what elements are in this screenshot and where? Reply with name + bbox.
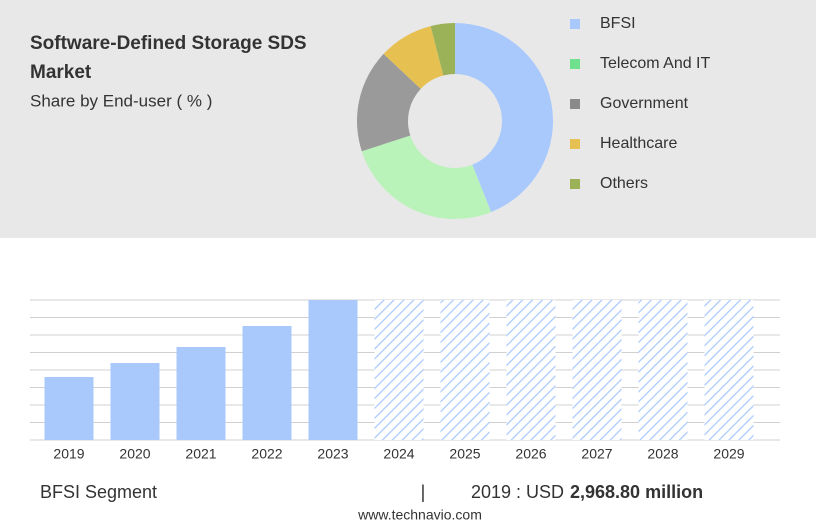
source: www.technavio.com [357,507,482,523]
x-tick-label: 2022 [251,446,282,462]
highlight-prefix: 2019 : USD [471,482,564,502]
pie-slice [383,26,444,89]
forecast-bar [506,300,556,440]
x-tick-label: 2026 [515,446,546,462]
legend-marker [570,139,580,149]
forecast-bar [440,300,490,440]
legend-marker [570,179,580,189]
bar [308,300,358,440]
legend-marker [570,19,580,29]
x-tick-label: 2028 [647,446,678,462]
legend-label: Government [600,95,689,112]
x-tick-label: 2029 [713,446,744,462]
chart-subtitle: Share by End-user ( % ) [30,91,212,110]
forecast-bar [572,300,622,440]
forecast-bar [704,300,754,440]
x-tick-label: 2025 [449,446,480,462]
highlight-value: 2,968.80 million [570,482,703,502]
x-tick-label: 2027 [581,446,612,462]
x-tick-label: 2024 [383,446,414,462]
bar [110,363,160,440]
legend-label: Others [600,175,648,192]
x-tick-label: 2019 [53,446,84,462]
forecast-bar [374,300,424,440]
separator: | [421,482,426,502]
pie-slice [430,23,455,76]
x-tick-label: 2023 [317,446,348,462]
bar [44,376,94,440]
chart-title: Software-Defined Storage SDS Market [30,33,307,83]
bar [176,347,226,440]
pie-slice [361,135,492,220]
legend-marker [570,59,580,69]
x-tick-label: 2021 [185,446,216,462]
pie-slice [357,53,421,152]
segment-label: BFSI Segment [40,482,157,502]
legend-label: Telecom And IT [600,55,711,72]
legend-marker [570,99,580,109]
pie-slice [455,23,554,213]
legend-label: BFSI [600,15,636,32]
forecast-bar [638,300,688,440]
bar [242,325,292,440]
legend-label: Healthcare [600,135,677,152]
x-tick-label: 2020 [119,446,150,462]
